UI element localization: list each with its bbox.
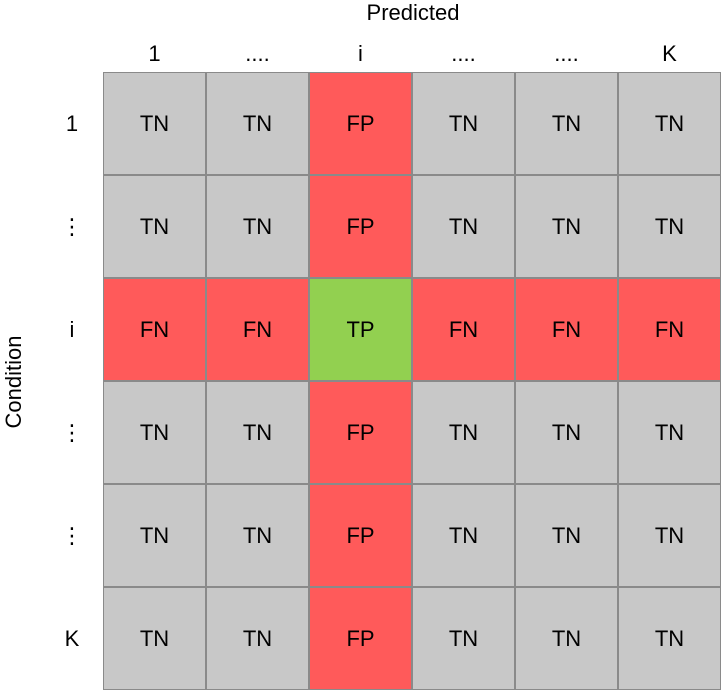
matrix-cell: TN	[206, 175, 309, 278]
matrix-cell: FN	[206, 278, 309, 381]
row-label: 1	[65, 111, 79, 136]
matrix-cell: TN	[515, 484, 618, 587]
matrix-cell: TN	[412, 72, 515, 175]
matrix-cell: TP	[309, 278, 412, 381]
matrix-cell: TN	[206, 72, 309, 175]
matrix-cell: TN	[515, 381, 618, 484]
matrix-cell: TN	[515, 175, 618, 278]
matrix-cell: TN	[412, 587, 515, 690]
matrix-cell: TN	[618, 175, 721, 278]
matrix-cell: TN	[412, 175, 515, 278]
matrix-cell: TN	[412, 381, 515, 484]
column-label: 1	[148, 41, 161, 66]
column-label: ....	[554, 41, 579, 66]
matrix-cell: TN	[618, 381, 721, 484]
confusion-matrix: TN TN FP TN TN TN TN TN FP TN TN TN FN F…	[103, 72, 721, 690]
matrix-cell: TN	[618, 72, 721, 175]
matrix-cell: FN	[618, 278, 721, 381]
matrix-cell: TN	[618, 484, 721, 587]
matrix-cell: TN	[206, 484, 309, 587]
matrix-cell: TN	[103, 72, 206, 175]
row-label: ⋮	[61, 214, 83, 239]
column-label: i	[358, 41, 363, 66]
matrix-cell: FP	[309, 381, 412, 484]
matrix-cell: TN	[515, 72, 618, 175]
matrix-cell: TN	[206, 587, 309, 690]
matrix-cell: TN	[103, 587, 206, 690]
matrix-cell: FP	[309, 72, 412, 175]
column-label: ....	[245, 41, 270, 66]
matrix-cell: FP	[309, 587, 412, 690]
column-labels: 1 .... i .... .... K	[103, 38, 721, 70]
matrix-cell: TN	[618, 587, 721, 690]
matrix-cell: FP	[309, 175, 412, 278]
condition-axis-title: Condition	[1, 335, 26, 429]
row-label: ⋮	[61, 523, 83, 548]
row-label: K	[64, 626, 80, 651]
matrix-cell: TN	[103, 484, 206, 587]
matrix-cell: TN	[103, 381, 206, 484]
matrix-cell: TN	[412, 484, 515, 587]
predicted-axis-title: Predicted	[366, 0, 460, 25]
matrix-cell: TN	[103, 175, 206, 278]
matrix-cell: FN	[103, 278, 206, 381]
column-label: ....	[451, 41, 476, 66]
row-label: ⋮	[61, 420, 83, 445]
matrix-cell: TN	[515, 587, 618, 690]
row-labels: 1 ⋮ i ⋮ ⋮ K	[52, 72, 92, 690]
row-label: i	[69, 317, 75, 342]
matrix-cell: FN	[412, 278, 515, 381]
matrix-cell: FP	[309, 484, 412, 587]
column-label: K	[662, 41, 677, 66]
matrix-cell: TN	[206, 381, 309, 484]
matrix-cell: FN	[515, 278, 618, 381]
